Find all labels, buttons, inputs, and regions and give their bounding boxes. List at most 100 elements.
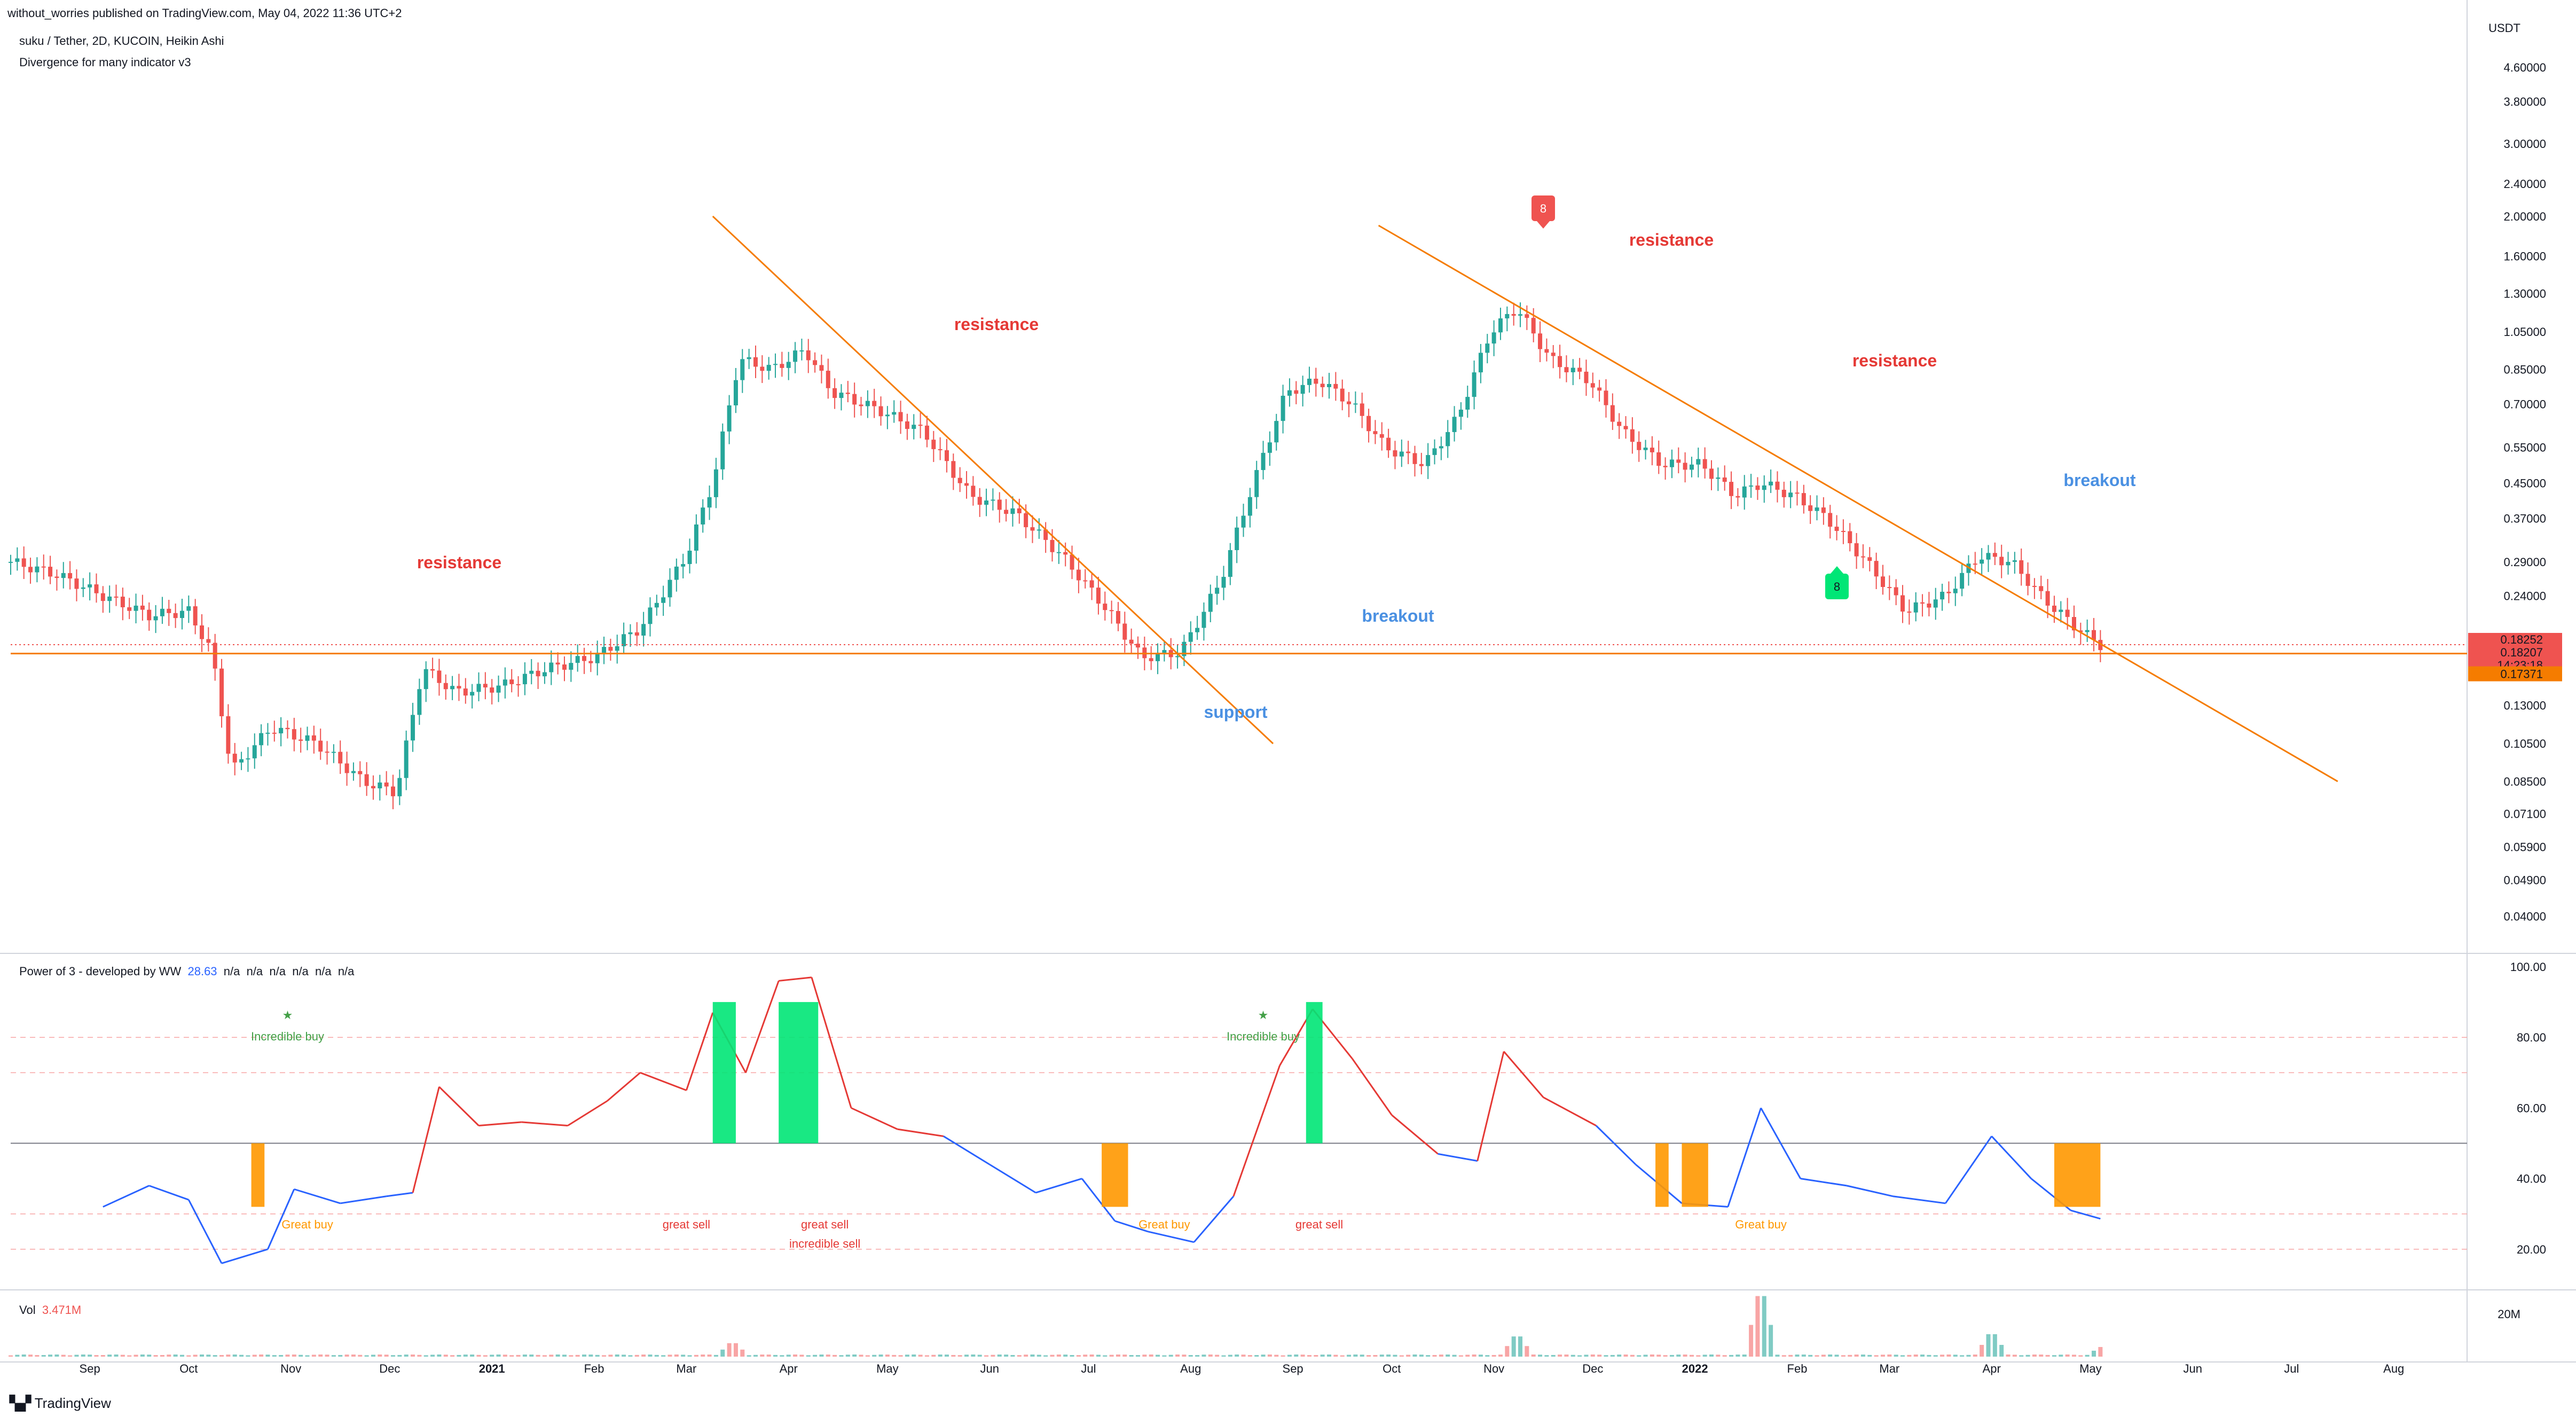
candle-body <box>2065 609 2070 617</box>
candle-body <box>265 732 270 734</box>
candle-body <box>1656 452 1661 466</box>
volume-bar <box>1307 1355 1311 1357</box>
volume-bar <box>1716 1354 1721 1357</box>
volume-legend: Vol 3.471M <box>19 1303 81 1317</box>
volume-bar <box>68 1355 73 1357</box>
candle-body <box>1320 383 1325 387</box>
volume-bar <box>971 1354 976 1357</box>
oscillator-value: 28.63 <box>187 965 217 978</box>
volume-bar <box>582 1354 587 1357</box>
volume-bar <box>1109 1354 1114 1357</box>
candle-body <box>338 751 343 764</box>
candle-body <box>114 596 119 598</box>
volume-bar <box>54 1354 59 1357</box>
oscillator-tick: 60.00 <box>2517 1101 2546 1115</box>
candle-body <box>28 567 33 573</box>
candle-body <box>397 778 402 796</box>
oscillator-line <box>221 1248 268 1264</box>
volume-bar <box>325 1354 329 1357</box>
candle-body <box>450 686 455 690</box>
volume-bar <box>1333 1354 1338 1357</box>
candle-body <box>1643 448 1648 450</box>
price-tick: 0.10500 <box>2503 737 2546 750</box>
volume-bar <box>872 1354 877 1357</box>
volume-bar <box>1788 1354 1793 1357</box>
volume-bar <box>1940 1354 1945 1357</box>
volume-bar <box>720 1349 725 1357</box>
candle-body <box>15 558 20 562</box>
candle-body <box>1426 455 1431 466</box>
candle-body <box>74 578 79 589</box>
candle-body <box>430 669 435 671</box>
volume-bar <box>1913 1354 1918 1357</box>
candle-body <box>1472 372 1477 397</box>
volume-bar <box>944 1354 949 1357</box>
volume-bar <box>417 1354 422 1357</box>
volume-bar <box>1999 1345 2004 1357</box>
volume-bar <box>1129 1355 1134 1357</box>
volume-bar <box>1235 1354 1239 1357</box>
volume-bar <box>213 1355 217 1357</box>
candle-body <box>1156 653 1160 661</box>
candle-body <box>463 688 468 696</box>
volume-bar <box>687 1355 692 1357</box>
time-tick: Sep <box>80 1362 100 1375</box>
volume-bar <box>1406 1354 1411 1357</box>
candle-body <box>133 605 138 611</box>
volume-bar <box>2071 1354 2076 1357</box>
volume-bar <box>114 1354 119 1357</box>
candle-body <box>1795 492 1800 494</box>
volume-bar <box>885 1354 890 1357</box>
candle-body <box>951 461 956 478</box>
volume-value: 3.471M <box>42 1303 82 1317</box>
volume-bar <box>338 1354 343 1357</box>
candle-body <box>2052 605 2056 612</box>
footer-brand: ▚▞ TradingView <box>10 1395 111 1412</box>
volume-bar <box>555 1354 560 1357</box>
candle-body <box>654 602 659 608</box>
last-price-label: 0.18252 <box>2500 633 2543 646</box>
candle-body <box>1953 589 1958 593</box>
volume-bar <box>1927 1354 1931 1357</box>
candle-body <box>924 425 929 440</box>
volume-bar <box>1900 1355 1905 1357</box>
oscillator-line <box>1081 1178 1116 1222</box>
volume-bar <box>246 1355 250 1357</box>
volume-bar <box>951 1354 956 1357</box>
volume-bar <box>351 1354 356 1357</box>
candle-body <box>588 661 593 663</box>
signal-zone <box>712 1002 736 1144</box>
volume-bar <box>1920 1354 1925 1357</box>
price-tick: 0.13000 <box>2503 699 2546 712</box>
grid-lines <box>0 0 2576 1363</box>
volume-bar <box>299 1354 303 1357</box>
volume-bar <box>1854 1354 1859 1357</box>
candle-body <box>411 715 415 741</box>
candle-body <box>1439 446 1443 449</box>
candle-body <box>299 739 303 741</box>
price-tick: 0.04900 <box>2503 874 2546 887</box>
candle-body <box>1623 426 1628 429</box>
oscillator-line <box>851 1107 898 1130</box>
volume-bar <box>1215 1354 1220 1357</box>
symbol-legend: suku / Tether, 2D, KUCOIN, Heikin Ashi <box>19 34 224 48</box>
candle-body <box>1927 603 1931 608</box>
volume-bar <box>1604 1355 1608 1357</box>
volume-bar <box>48 1354 53 1357</box>
candle-body <box>912 425 916 429</box>
candle-body <box>1637 442 1642 450</box>
volume-bar <box>674 1354 679 1357</box>
oscillator-tick: 100.00 <box>2510 960 2546 974</box>
volume-bar <box>991 1354 995 1357</box>
price-tick: 0.04000 <box>2503 910 2546 923</box>
volume-bar <box>1175 1354 1180 1357</box>
candle-body <box>252 745 257 758</box>
candle-body <box>2025 574 2030 586</box>
volume-bar <box>1300 1354 1305 1357</box>
candle-body <box>167 608 171 613</box>
candle-body <box>555 662 560 665</box>
volume-bar <box>1056 1354 1061 1357</box>
volume-bar <box>107 1354 112 1357</box>
candle-body <box>259 733 264 746</box>
oscillator-line <box>607 1072 641 1102</box>
